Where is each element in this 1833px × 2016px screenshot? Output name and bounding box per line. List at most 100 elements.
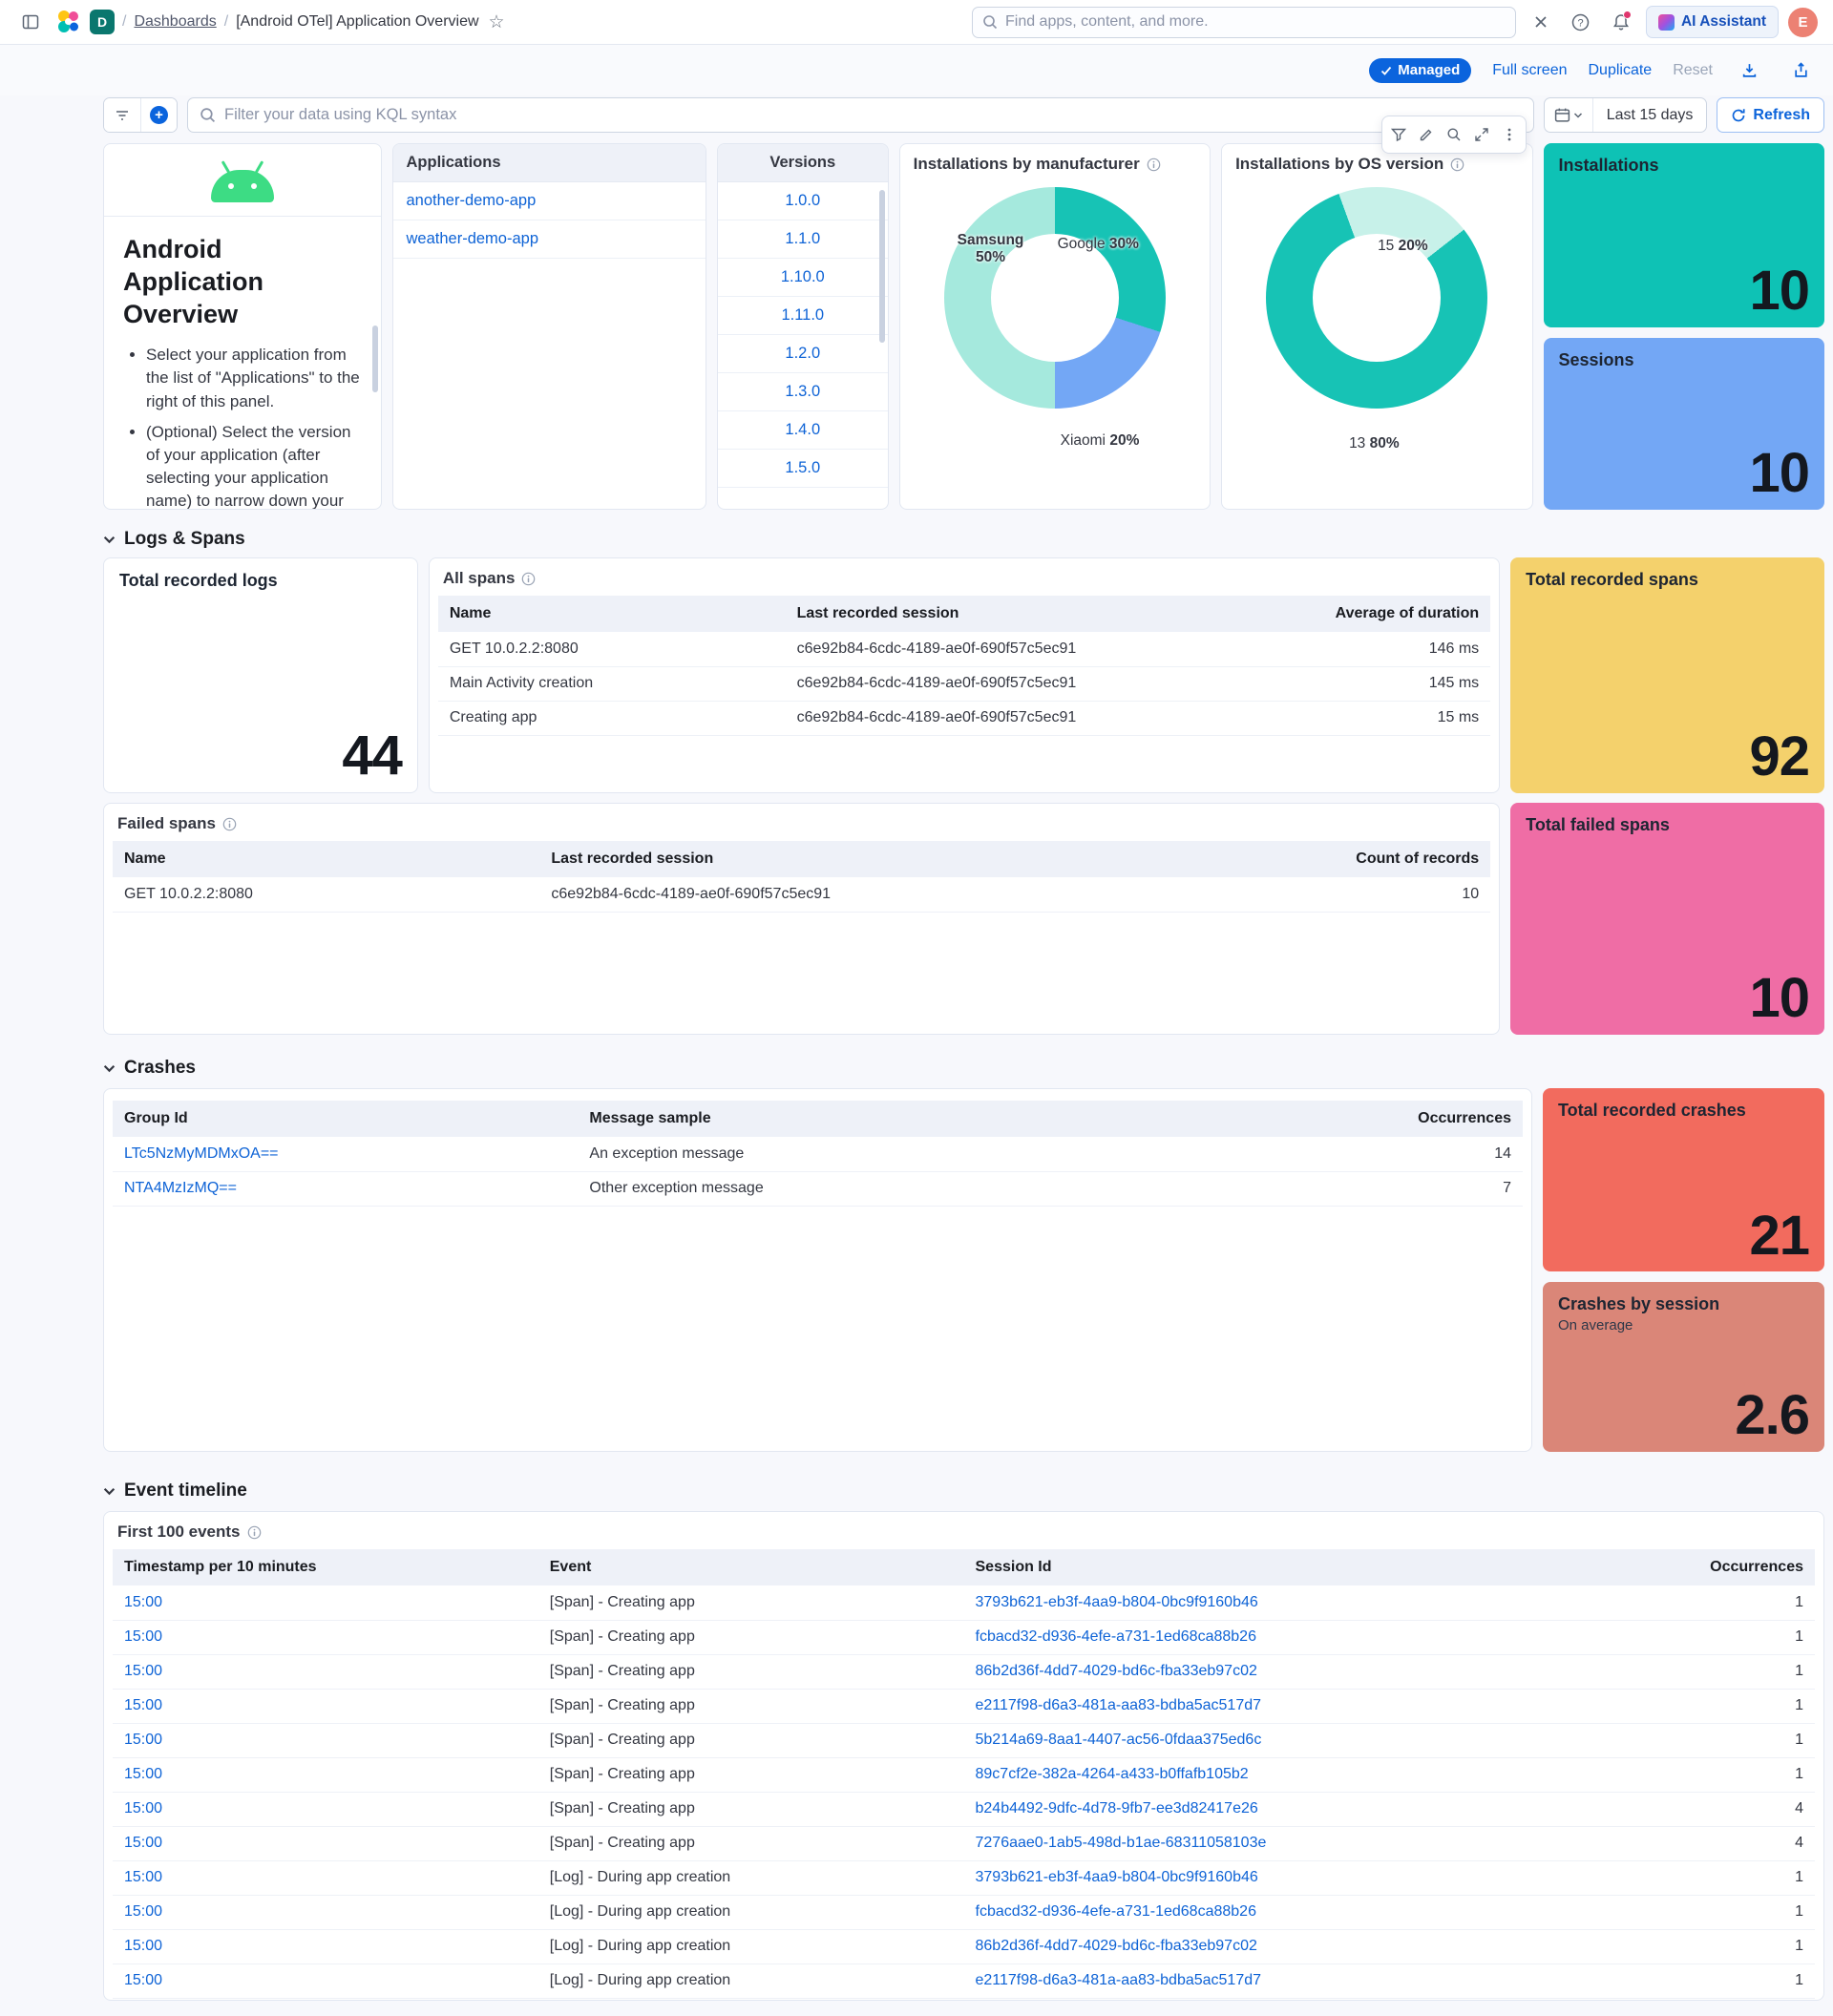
notifications-bell-icon[interactable] <box>1606 7 1636 37</box>
close-icon[interactable] <box>1526 7 1556 37</box>
info-icon[interactable] <box>1450 158 1464 172</box>
version-link[interactable]: 1.10.0 <box>717 259 888 297</box>
column-header[interactable]: Last recorded session <box>785 596 1207 632</box>
version-link[interactable]: 1.3.0 <box>717 373 888 411</box>
table-row: 15:00 [Span] - Creating app b24b4492-9df… <box>113 1792 1815 1827</box>
column-header[interactable]: Event <box>537 1549 964 1586</box>
version-link[interactable]: 1.0.0 <box>717 182 888 220</box>
timestamp-link[interactable]: 15:00 <box>124 1972 163 1988</box>
reset-button[interactable]: Reset <box>1673 61 1713 78</box>
column-header[interactable]: Session Id <box>963 1549 1679 1586</box>
column-header[interactable]: Name <box>437 596 786 632</box>
metric-title: Total recorded logs <box>119 571 278 590</box>
column-header[interactable]: Message sample <box>578 1101 1227 1137</box>
timestamp-link[interactable]: 15:00 <box>124 1732 163 1748</box>
session-link[interactable]: b24b4492-9dfc-4d78-9fb7-ee3d82417e26 <box>975 1800 1258 1816</box>
timestamp-link[interactable]: 15:00 <box>124 1869 163 1885</box>
duplicate-button[interactable]: Duplicate <box>1588 61 1653 78</box>
timestamp-link[interactable]: 15:00 <box>124 1663 163 1679</box>
session-link[interactable]: 3793b621-eb3f-4aa9-b804-0bc9f9160b46 <box>975 1869 1258 1885</box>
timestamp-link[interactable]: 15:00 <box>124 1903 163 1920</box>
managed-badge[interactable]: Managed <box>1369 57 1472 83</box>
versions-panel: Versions 1.0.0 1.1.0 1.10.0 1.11.0 1.2.0 1.3.… <box>716 143 889 510</box>
manufacturer-donut-chart[interactable] <box>943 187 1166 409</box>
column-header[interactable]: Occurrences <box>1678 1549 1815 1586</box>
scrollbar-thumb[interactable] <box>878 190 885 343</box>
date-picker[interactable]: Last 15 days <box>1543 97 1708 133</box>
session-link[interactable]: fcbacd32-d936-4efe-a731-1ed68ca88b26 <box>975 1628 1256 1645</box>
panel-maximize-icon[interactable] <box>1470 123 1493 146</box>
panel-inspect-icon[interactable] <box>1443 123 1465 146</box>
table-row: 15:00 [Span] - Creating app fcbacd32-d93… <box>113 1620 1815 1655</box>
info-icon[interactable] <box>222 817 237 831</box>
ai-assistant-button[interactable]: AI Assistant <box>1645 6 1779 38</box>
info-icon[interactable] <box>247 1525 262 1540</box>
crash-group-link[interactable]: LTc5NzMyMDMxOA== <box>124 1144 279 1162</box>
download-icon[interactable] <box>1734 55 1764 86</box>
session-link[interactable]: 7276aae0-1ab5-498d-b1ae-68311058103e <box>975 1835 1267 1851</box>
section-event-timeline[interactable]: Event timeline <box>103 1480 1824 1502</box>
global-search-input[interactable] <box>1004 13 1506 31</box>
section-crashes[interactable]: Crashes <box>103 1058 1824 1079</box>
overview-bullet: (Optional) Select the version of your ap… <box>146 421 362 509</box>
version-link[interactable]: 1.4.0 <box>717 411 888 450</box>
timestamp-link[interactable]: 15:00 <box>124 1938 163 1954</box>
column-header[interactable]: Name <box>113 841 540 877</box>
global-search[interactable] <box>971 6 1516 38</box>
session-link[interactable]: e2117f98-d6a3-481a-aa83-bdba5ac517d7 <box>975 1972 1262 1988</box>
column-header[interactable]: Occurrences <box>1226 1101 1523 1137</box>
panel-more-icon[interactable] <box>1498 123 1521 146</box>
timestamp-link[interactable]: 15:00 <box>124 1766 163 1782</box>
table-row: 15:00 [Log] - During app creation 86b2d3… <box>113 1929 1815 1964</box>
plus-icon: + <box>150 106 168 124</box>
timestamp-link[interactable]: 15:00 <box>124 1835 163 1851</box>
session-link[interactable]: 89c7cf2e-382a-4264-a433-b0ffafb105b2 <box>975 1766 1249 1782</box>
crash-group-link[interactable]: NTA4MzIzMQ== <box>124 1180 237 1196</box>
column-header[interactable]: Average of duration <box>1206 596 1491 632</box>
kql-query-bar[interactable] <box>187 97 1534 133</box>
refresh-button[interactable]: Refresh <box>1717 97 1824 133</box>
session-link[interactable]: 3793b621-eb3f-4aa9-b804-0bc9f9160b46 <box>975 1593 1258 1610</box>
version-link[interactable]: 1.11.0 <box>717 297 888 335</box>
time-range-value[interactable]: Last 15 days <box>1606 106 1694 123</box>
info-icon[interactable] <box>1147 158 1161 172</box>
os-version-donut-chart[interactable] <box>1266 187 1488 409</box>
breadcrumb-dashboards[interactable]: Dashboards <box>134 13 217 30</box>
scrollbar-thumb[interactable] <box>371 326 378 392</box>
session-cell: 89c7cf2e-382a-4264-a433-b0ffafb105b2 <box>963 1757 1679 1793</box>
timestamp-link[interactable]: 15:00 <box>124 1628 163 1645</box>
add-filter-button[interactable]: + <box>140 98 177 132</box>
column-header[interactable]: Count of records <box>1118 841 1491 877</box>
space-avatar[interactable]: D <box>90 10 115 34</box>
chevron-down-icon <box>103 1064 116 1072</box>
version-link[interactable]: 1.5.0 <box>717 450 888 488</box>
panel-edit-icon[interactable] <box>1415 123 1438 146</box>
application-link[interactable]: another-demo-app <box>392 182 706 220</box>
version-link[interactable]: 1.2.0 <box>717 335 888 373</box>
timestamp-link[interactable]: 15:00 <box>124 1697 163 1713</box>
full-screen-button[interactable]: Full screen <box>1492 61 1568 78</box>
column-header[interactable]: Last recorded session <box>539 841 1119 877</box>
timestamp-link[interactable]: 15:00 <box>124 1800 163 1816</box>
version-link[interactable]: 1.1.0 <box>717 220 888 259</box>
info-icon[interactable] <box>521 572 536 586</box>
session-link[interactable]: fcbacd32-d936-4efe-a731-1ed68ca88b26 <box>975 1903 1256 1920</box>
nav-collapse-button[interactable] <box>15 7 46 37</box>
filter-menu-icon[interactable] <box>104 98 140 132</box>
help-icon[interactable]: ? <box>1566 7 1596 37</box>
panel-filter-icon[interactable] <box>1387 123 1410 146</box>
share-icon[interactable] <box>1785 55 1816 86</box>
column-header[interactable]: Timestamp per 10 minutes <box>113 1549 538 1586</box>
session-link[interactable]: 86b2d36f-4dd7-4029-bd6c-fba33eb97c02 <box>975 1938 1257 1954</box>
timestamp-link[interactable]: 15:00 <box>124 1593 163 1610</box>
session-link[interactable]: 86b2d36f-4dd7-4029-bd6c-fba33eb97c02 <box>975 1663 1257 1679</box>
favorite-star-icon[interactable]: ☆ <box>488 11 505 32</box>
session-link[interactable]: e2117f98-d6a3-481a-aa83-bdba5ac517d7 <box>975 1697 1262 1713</box>
section-logs-spans[interactable]: Logs & Spans <box>103 529 1824 550</box>
column-header[interactable]: Group Id <box>113 1101 579 1137</box>
application-link[interactable]: weather-demo-app <box>392 220 706 259</box>
user-avatar[interactable]: E <box>1788 7 1818 37</box>
session-link[interactable]: 5b214a69-8aa1-4407-ac56-0fdaa375ed6c <box>975 1732 1262 1748</box>
kql-input[interactable] <box>224 106 1522 124</box>
all-spans-panel: All spans Name Last recorded session Ave… <box>428 557 1501 793</box>
